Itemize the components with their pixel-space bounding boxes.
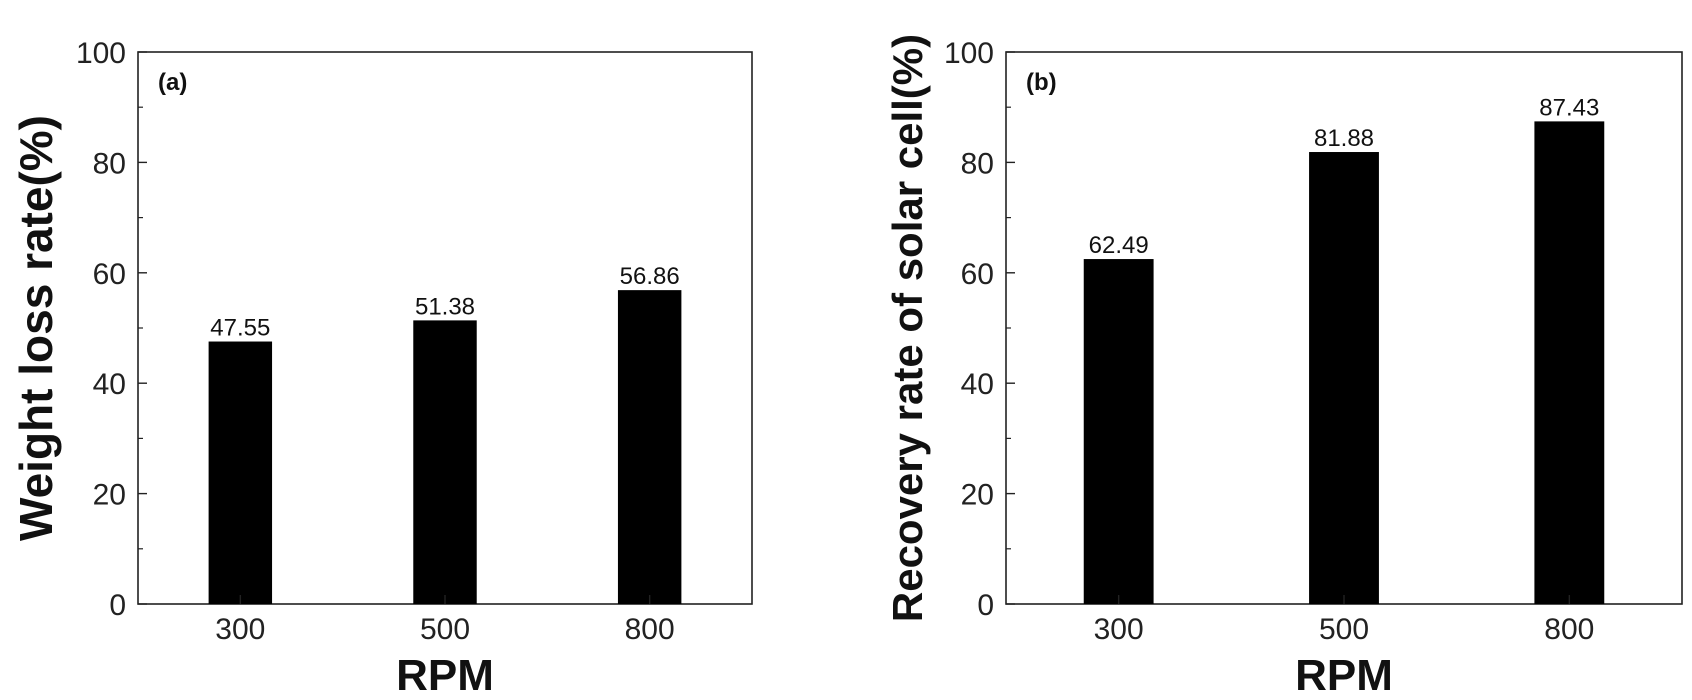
y-tick-label: 80 — [93, 147, 126, 180]
data-label-800: 87.43 — [1539, 94, 1599, 121]
x-tick-label: 300 — [215, 613, 265, 646]
y-tick-label: 80 — [961, 147, 994, 180]
y-tick-label: 100 — [944, 37, 994, 70]
data-label-300: 62.49 — [1089, 232, 1149, 259]
bar-500 — [1309, 152, 1379, 604]
bar-500 — [413, 320, 477, 604]
x-axis-title: RPM — [1295, 651, 1393, 700]
x-tick-label: 300 — [1094, 613, 1144, 646]
y-tick-label: 60 — [961, 258, 994, 291]
bar-300 — [1083, 259, 1154, 604]
bar-300 — [208, 341, 273, 604]
y-axis-title: Recovery rate of solar cell(%) — [884, 34, 931, 622]
panel-label: (b) — [1026, 69, 1057, 96]
data-label-300: 47.55 — [210, 315, 270, 342]
data-label-500: 81.88 — [1314, 125, 1374, 152]
y-tick-label: 0 — [977, 589, 994, 622]
x-tick-label: 800 — [1544, 613, 1594, 646]
y-axis-title: Weight loss rate(%) — [10, 115, 62, 541]
x-axis-title: RPM — [396, 651, 494, 700]
y-tick-label: 60 — [93, 258, 126, 291]
panel-label: (a) — [158, 69, 187, 96]
data-label-800: 56.86 — [620, 263, 680, 290]
y-tick-label: 20 — [93, 479, 126, 512]
y-tick-label: 40 — [961, 368, 994, 401]
x-tick-label: 500 — [1319, 613, 1369, 646]
y-tick-label: 0 — [109, 589, 126, 622]
x-tick-label: 500 — [420, 613, 470, 646]
bar-800 — [1534, 121, 1605, 604]
data-label-500: 51.38 — [415, 293, 475, 320]
y-tick-label: 100 — [76, 37, 126, 70]
x-tick-label: 800 — [625, 613, 675, 646]
bar-800 — [617, 290, 682, 604]
chart-panel-b: 0 20 40 60 80 100 62.49 300 81.88 500 87.43 800 (b) R… — [884, 34, 1683, 700]
y-tick-label: 40 — [93, 368, 126, 401]
y-tick-label: 20 — [961, 479, 994, 512]
chart-panel-a: 0 20 40 60 80 100 47.55 300 51.38 500 56.86 800 (a) R… — [10, 37, 753, 700]
